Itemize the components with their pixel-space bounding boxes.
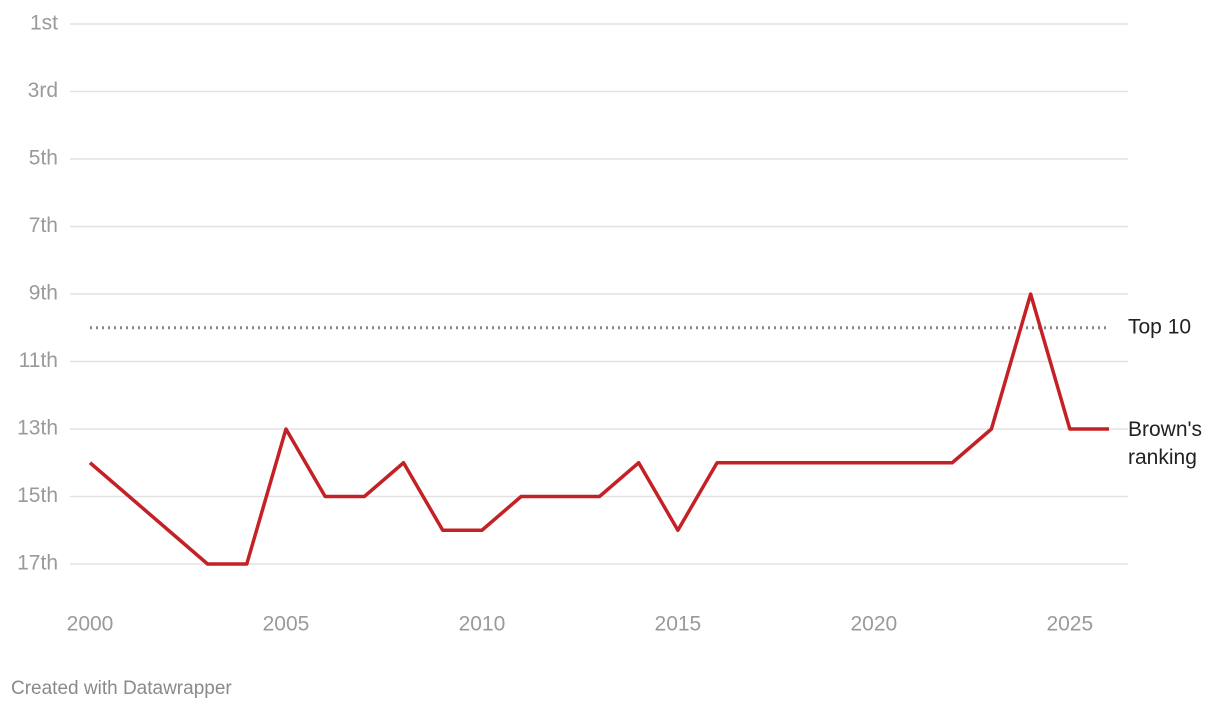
x-tick-label: 2025	[1046, 613, 1093, 636]
reference-label: Top 10	[1128, 315, 1191, 338]
y-tick-label: 11th	[19, 349, 58, 372]
x-tick-label: 2000	[67, 613, 114, 636]
x-tick-label: 2005	[263, 613, 310, 636]
y-tick-label: 13th	[17, 417, 58, 440]
y-tick-label: 1st	[30, 12, 58, 35]
x-tick-label: 2015	[655, 613, 702, 636]
y-tick-label: 7th	[29, 214, 58, 237]
y-tick-label: 5th	[29, 147, 58, 170]
series-label: Brown's ranking	[1128, 418, 1203, 469]
series-line	[88, 292, 1109, 566]
y-tick-label: 3rd	[28, 79, 58, 102]
x-tick-label: 2020	[850, 613, 897, 636]
x-tick-label: 2010	[459, 613, 506, 636]
y-tick-label: 15th	[17, 484, 58, 507]
footer: Created with Datawrapper	[11, 678, 232, 699]
y-tick-label: 17th	[17, 552, 58, 575]
y-tick-label: 9th	[29, 282, 58, 305]
